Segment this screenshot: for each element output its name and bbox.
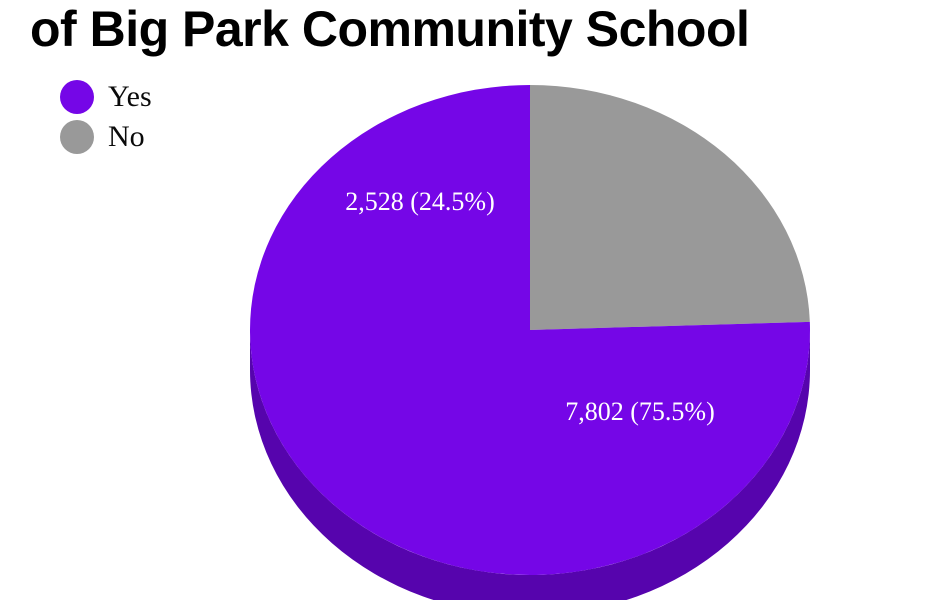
pie-label-no: 2,528 (24.5%) (345, 187, 494, 216)
pie-slice-no (530, 85, 810, 330)
pie-label-yes: 7,802 (75.5%) (565, 397, 714, 426)
pie-chart: 2,528 (24.5%) 7,802 (75.5%) (0, 0, 952, 600)
